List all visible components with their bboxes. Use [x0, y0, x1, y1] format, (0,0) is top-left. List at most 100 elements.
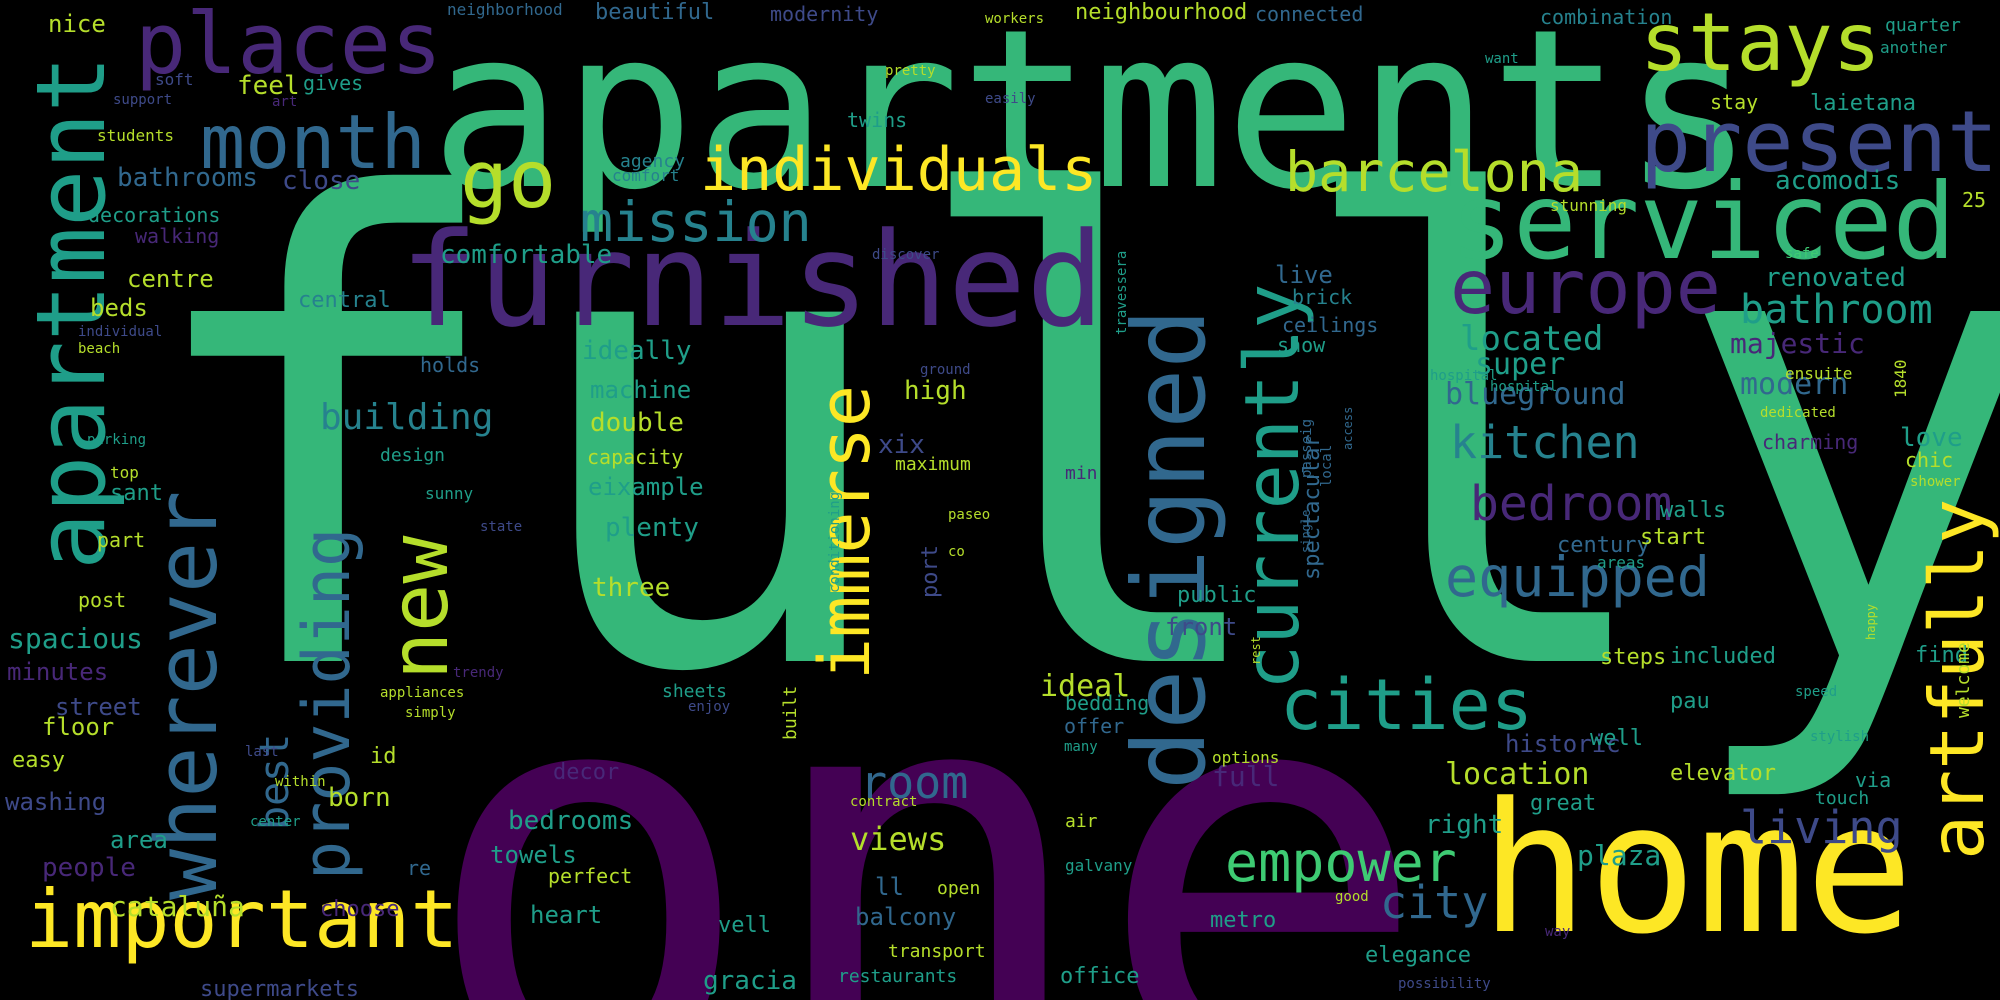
cloud-word: brick	[1292, 285, 1353, 309]
cloud-word: combination	[1540, 5, 1673, 29]
cloud-word: majestic	[1730, 327, 1865, 360]
cloud-word: go	[460, 133, 557, 226]
cloud-word: possibility	[1398, 976, 1491, 992]
cloud-word: modern	[1740, 367, 1849, 402]
cloud-word: close	[282, 166, 361, 196]
cloud-word: co	[948, 544, 965, 560]
cloud-word: post	[78, 588, 127, 612]
cloud-word: galvany	[1065, 856, 1133, 875]
cloud-word: machine	[590, 376, 692, 404]
cloud-word: another	[1880, 38, 1948, 57]
cloud-word: conditioning	[827, 491, 843, 593]
cloud-word: acomodis	[1775, 166, 1901, 196]
cloud-word: stunning	[1550, 196, 1628, 215]
cloud-word: passeig	[1299, 418, 1315, 478]
cloud-word: included	[1670, 644, 1776, 669]
cloud-word: re	[407, 856, 432, 880]
cloud-word: designed	[1111, 308, 1228, 790]
cloud-word: support	[113, 92, 173, 108]
cloud-word: public	[1177, 583, 1257, 608]
cloud-word: ll	[875, 873, 904, 901]
cloud-word: fully	[130, 67, 2000, 812]
cloud-word: well	[1590, 726, 1643, 751]
cloud-word: 25	[1962, 188, 1987, 212]
cloud-word: bathroom	[1740, 287, 1933, 333]
cloud-word: individual	[78, 324, 163, 340]
cloud-word: towels	[490, 841, 577, 869]
cloud-word: love	[1900, 423, 1963, 453]
cloud-word: centre	[127, 265, 214, 293]
cloud-word: area	[110, 826, 168, 854]
cloud-word: maximum	[895, 454, 971, 475]
cloud-word: sunny	[425, 484, 474, 503]
cloud-word: ideal	[1040, 669, 1131, 704]
cloud-word: capacity	[587, 445, 684, 469]
cloud-word: spacious	[8, 622, 143, 655]
cloud-word: hospital	[1430, 368, 1498, 384]
cloud-word: renovated	[1765, 263, 1906, 293]
cloud-word: decor	[553, 760, 620, 785]
cloud-word: transport	[888, 941, 986, 962]
cloud-word: barcelona	[1285, 140, 1584, 204]
cloud-word: dedicated	[1760, 405, 1836, 421]
cloud-word: agency	[620, 151, 686, 172]
cloud-word: kitchen	[1450, 416, 1640, 469]
cloud-word: areas	[1597, 553, 1646, 572]
cloud-word: room	[860, 756, 969, 809]
cloud-word: modernity	[770, 2, 879, 26]
cloud-word: min	[1065, 463, 1098, 484]
cloud-word: high	[904, 376, 967, 406]
cloud-word: ground	[920, 362, 971, 378]
cloud-word: neighbourhood	[1075, 0, 1248, 25]
cloud-word: serviced	[1450, 161, 1956, 283]
cloud-word: heart	[530, 901, 603, 929]
cloud-word: offer	[1064, 714, 1125, 738]
cloud-word: discover	[872, 247, 940, 263]
cloud-word: super	[1475, 347, 1566, 382]
cloud-word: elegance	[1365, 943, 1471, 968]
cloud-word: laietana	[1810, 91, 1916, 116]
cloud-word: beds	[90, 294, 148, 322]
cloud-word: minutes	[7, 658, 109, 686]
cloud-word: built	[780, 685, 801, 740]
cloud-word: 1840	[1891, 359, 1910, 398]
cloud-word: beach	[78, 341, 121, 357]
cloud-word: travessera	[1114, 250, 1130, 335]
cloud-word: building	[320, 397, 494, 438]
cloud-word: comfort	[612, 166, 680, 185]
cloud-word: bedding	[1065, 691, 1150, 715]
cloud-word: living	[1740, 801, 1903, 854]
cloud-word: speed	[1795, 684, 1838, 700]
cloud-word: gracia	[703, 966, 797, 996]
cloud-word: via	[1855, 768, 1892, 792]
cloud-word: many	[1064, 739, 1098, 755]
cloud-word: walls	[1660, 498, 1727, 523]
cloud-word: parking	[87, 432, 147, 448]
cloud-word: blueground	[1445, 377, 1626, 412]
cloud-word: double	[590, 408, 684, 438]
cloud-word: restaurants	[838, 966, 958, 987]
cloud-word: xix	[878, 430, 925, 460]
cloud-word: art	[272, 94, 298, 110]
cloud-word: hospital	[1490, 379, 1558, 395]
cloud-word: start	[1640, 525, 1707, 550]
cloud-word: charming	[1762, 430, 1859, 454]
cloud-word: century	[1557, 533, 1650, 558]
cloud-word: quarter	[1885, 15, 1961, 36]
cloud-word: state	[480, 519, 523, 535]
cloud-word: furnished	[400, 204, 1105, 356]
cloud-word: views	[850, 820, 947, 858]
cloud-word: equipped	[1445, 545, 1710, 609]
cloud-word: stay	[1710, 90, 1759, 114]
cloud-word: shower	[1910, 474, 1961, 490]
cloud-word: apartments	[430, 0, 1755, 238]
cloud-word: students	[97, 126, 175, 145]
cloud-word: eixample	[588, 473, 704, 501]
cloud-word: soft	[155, 70, 194, 89]
cloud-word: born	[328, 783, 391, 813]
cloud-word: central	[298, 288, 391, 313]
cloud-word: balcony	[855, 903, 957, 931]
cloud-word: simply	[405, 705, 456, 721]
cloud-word: vell	[718, 913, 771, 938]
cloud-word: live	[1275, 261, 1333, 289]
